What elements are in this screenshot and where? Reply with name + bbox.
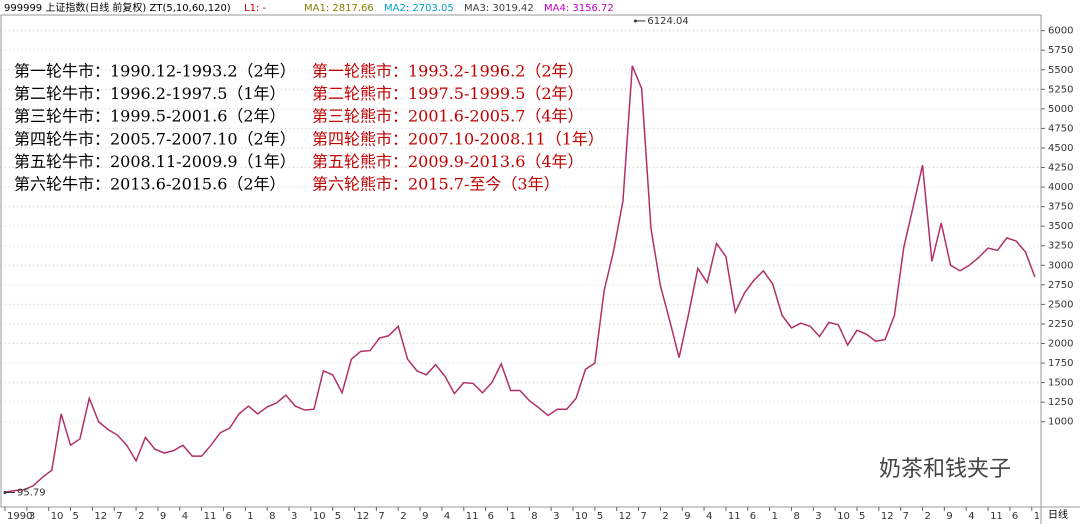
bull-annotation: 第三轮牛市：1999.5-2001.6（2年） [14,107,286,126]
x-tick-label: 11 [990,511,1003,522]
x-tick-label: 9 [684,511,690,522]
header-item: MA2: 2703.05 [384,3,454,14]
y-tick-label: 1500 [1048,378,1073,389]
point-label: 95.79 [17,487,46,498]
y-tick-label: 3500 [1048,221,1073,232]
x-tick-label: 4 [968,511,974,522]
y-tick-label: 2500 [1048,299,1073,310]
bull-annotation: 第六轮牛市：2013.6-2015.6（2年） [14,175,286,194]
x-tick-label: 2 [138,511,144,522]
x-tick-label: 5 [73,511,79,522]
y-tick-label: 2000 [1048,339,1073,350]
x-tick-label: 4 [444,511,450,522]
y-tick-label: 1250 [1048,397,1073,408]
price-line [4,65,1036,493]
x-tick-label: 7 [641,511,647,522]
bull-annotation: 第五轮牛市：2008.11-2009.9（1年） [14,152,296,171]
y-tick-label: 4750 [1048,123,1073,134]
x-tick-label: 7 [903,511,909,522]
bear-annotation: 第一轮熊市：1993.2-1996.2（2年） [312,62,584,81]
x-tick-label: 8 [531,511,537,522]
y-tick-label: 6000 [1048,26,1073,37]
x-tick-label: 8 [269,511,275,522]
x-tick-label: 6 [750,511,756,522]
y-tick-label: 5500 [1048,65,1073,76]
x-tick-label: 6 [488,511,494,522]
x-tick-label: 12 [357,511,370,522]
x-tick-label: 3 [815,511,821,522]
y-tick-label: 4250 [1048,163,1073,174]
bull-annotation: 第一轮牛市：1990.12-1993.2（2年） [14,62,296,81]
y-tick-label: 3250 [1048,241,1073,252]
y-tick-label: 2750 [1048,280,1073,291]
x-tick-label: 1 [247,511,253,522]
header-item: MA1: 2817.66 [304,3,374,14]
x-tick-label: 11 [466,511,479,522]
bear-annotation: 第二轮熊市：1997.5-1999.5（2年） [312,84,584,103]
bear-annotation: 第三轮熊市：2001.6-2005.7（4年） [312,107,584,126]
watermark: 奶茶和钱夹子 [879,457,1011,482]
x-tick-label: 5 [335,511,341,522]
bear-annotation: 第四轮熊市：2007.10-2008.11（1年） [312,129,604,148]
x-tick-label: 5 [597,511,603,522]
x-tick-label: 10 [837,511,850,522]
bull-annotation: 第二轮牛市：1996.2-1997.5（1年） [14,84,286,103]
header-item: MA4: 3156.72 [544,3,614,14]
x-tick-label: 10 [313,511,326,522]
x-tick-label: 7 [116,511,122,522]
y-tick-label: 3000 [1048,260,1073,271]
x-tick-label: 4 [182,511,188,522]
header-item: MA3: 3019.42 [464,3,534,14]
x-tick-label: 9 [946,511,952,522]
x-tick-label: 7 [378,511,384,522]
y-tick-label: 1750 [1048,358,1073,369]
x-tick-label: 9 [160,511,166,522]
y-tick-label: 3750 [1048,202,1073,213]
x-tick-label: 3 [29,511,35,522]
y-tick-label: 2250 [1048,319,1073,330]
point-label: 6124.04 [647,16,688,27]
x-tick-label: 5 [859,511,865,522]
bear-annotation: 第六轮熊市：2015.7-至今（3年） [312,175,560,194]
x-tick-label: 10 [575,511,588,522]
y-tick-label: 5000 [1048,104,1073,115]
x-tick-label: 6 [225,511,231,522]
period-label: 日线 [1048,508,1068,521]
x-tick-label: 8 [793,511,799,522]
x-tick-label: 11 [204,511,217,522]
x-tick-label: 2 [925,511,931,522]
x-tick-label: 11 [728,511,741,522]
y-tick-label: 5750 [1048,45,1073,56]
x-tick-label: 12 [94,511,107,522]
x-tick-label: 1990 [7,511,32,522]
y-tick-label: 5250 [1048,84,1073,95]
x-tick-label: 3 [553,511,559,522]
x-tick-label: 9 [422,511,428,522]
x-tick-label: 6 [1012,511,1018,522]
x-tick-label: 12 [881,511,894,522]
x-tick-label: 1 [1034,511,1040,522]
x-tick-label: 3 [291,511,297,522]
x-tick-label: 4 [706,511,712,522]
bull-annotation: 第四轮牛市：2005.7-2007.10（2年） [14,129,296,148]
x-tick-label: 10 [51,511,64,522]
x-tick-label: 2 [400,511,406,522]
y-tick-label: 4000 [1048,182,1073,193]
bear-annotation: 第五轮熊市：2009.9-2013.6（4年） [312,152,584,171]
header-item: L1: - [244,3,266,14]
y-tick-label: 4500 [1048,143,1073,154]
header-item: 999999 上证指数(日线 前复权) ZT(5,10,60,120) [4,1,231,14]
x-tick-label: 12 [619,511,632,522]
x-tick-label: 1 [509,511,515,522]
x-tick-label: 2 [662,511,668,522]
x-tick-label: 1 [772,511,778,522]
y-tick-label: 1000 [1048,417,1073,428]
